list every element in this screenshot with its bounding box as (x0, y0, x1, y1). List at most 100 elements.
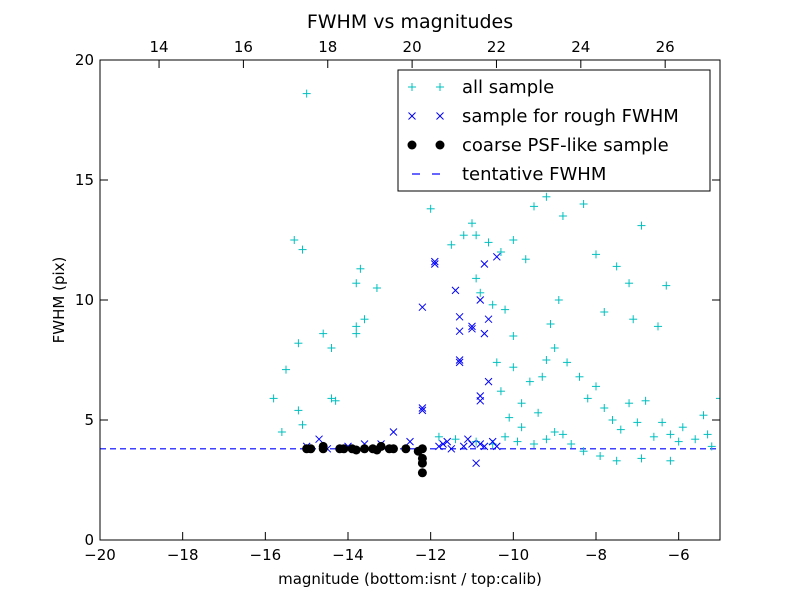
series-1-point-32-b (459, 442, 468, 451)
series-2-point-19 (417, 468, 427, 478)
series-0-point-10 (327, 344, 336, 352)
series-0-point-35 (662, 281, 671, 290)
y-tick-label-2: 10 (75, 291, 94, 309)
series-0-point-12 (331, 396, 340, 405)
series-0-point-43 (501, 305, 510, 314)
series-2-point-16 (417, 444, 427, 454)
series-1-point-19 (468, 322, 476, 331)
legend-label-3: tentative FWHM (462, 164, 606, 185)
series-0-point-57 (608, 416, 617, 424)
series-0-point-74 (542, 356, 551, 364)
series-0-point-17 (356, 264, 365, 273)
series-1-point-22-b (480, 260, 489, 268)
series-0-point-39 (600, 308, 609, 316)
x-tick-label-5: −10 (498, 546, 530, 564)
series-0-point-4 (282, 365, 290, 374)
legend-marker-2-b (435, 140, 445, 150)
series-1-point-35 (472, 459, 480, 468)
series-0-point-8 (298, 420, 307, 429)
series-0-point-44 (509, 332, 518, 340)
series-0-point-2 (298, 245, 307, 254)
series-1-point-32 (459, 442, 468, 451)
series-1-point-33-b (447, 444, 456, 453)
series-0-point-83 (666, 456, 675, 465)
legend-marker-1-a-b (408, 112, 416, 120)
series-1-point-38-b (488, 437, 497, 446)
series-1-point-16 (455, 327, 464, 336)
series-0-point-61 (641, 396, 650, 405)
series-1-point-36-b (443, 437, 452, 446)
series-0-point-76 (534, 408, 543, 417)
top-tick-label-5: 24 (571, 38, 590, 56)
series-0-point-28 (530, 202, 538, 211)
series-1-point-21 (476, 296, 485, 304)
series-1-point-20-b (468, 324, 476, 333)
series-0-point-52 (575, 372, 584, 381)
series-1-point-15 (455, 312, 464, 321)
series-0-point-38 (654, 322, 662, 331)
series-0-point-67 (703, 430, 712, 439)
series-1-point-18 (455, 358, 464, 367)
series-1-point-27-b (484, 377, 493, 386)
series-0-point-51 (517, 423, 526, 432)
series-1-point-7-b (406, 437, 414, 446)
series-0-point-24 (484, 238, 493, 247)
series-0-point-81 (612, 456, 621, 465)
series-0-point-63 (658, 418, 667, 427)
series-0-point-25 (496, 248, 505, 256)
series-0-point-13 (352, 322, 361, 331)
series-0-point-79 (579, 447, 588, 456)
series-0-point-14 (352, 329, 361, 338)
series-0-point-20 (447, 240, 456, 249)
x-tick-label-3: −14 (332, 546, 364, 564)
series-1-point-24 (480, 329, 489, 338)
series-1-point-6-b (389, 428, 398, 436)
series-1-point-30-b (492, 442, 501, 451)
series-1-point-19-b (468, 322, 476, 331)
series-0-point-31 (579, 200, 588, 208)
series-1-point-34 (435, 442, 443, 451)
series-0-point-29 (542, 192, 551, 201)
legend: all sample sample for rough FWHM coarse PS… (397, 69, 711, 192)
series-0-point-48 (505, 413, 514, 422)
plot-content (100, 89, 720, 478)
series-0-point-40 (472, 274, 481, 283)
series-1-point-11 (430, 257, 439, 266)
series-0-point-66 (691, 435, 700, 444)
series-1-point-9 (418, 404, 427, 412)
series-1-point-17 (455, 356, 464, 364)
x-tick-label-0: −20 (84, 546, 116, 564)
series-0-point-19 (426, 204, 435, 213)
series-0-point-5 (294, 406, 303, 415)
series-0-point-69 (699, 411, 708, 420)
series-0-point-90 (513, 437, 522, 446)
series-0-point-70 (674, 437, 683, 446)
y-axis-label: FWHM (pix) (50, 257, 68, 344)
series-2-point-11 (376, 441, 386, 451)
series-1-point-31 (480, 442, 489, 451)
series-1-point-10-b (418, 406, 427, 415)
series-0-point-50 (525, 377, 534, 386)
series-0-point-26 (509, 236, 518, 244)
y-tick-label-3: 15 (75, 171, 94, 189)
series-0-point-68 (716, 394, 720, 403)
x-tick-label-7: −6 (668, 546, 690, 564)
top-tick-label-4: 22 (487, 38, 506, 56)
top-tick-label-1: 16 (234, 38, 253, 56)
legend-marker-0-a (408, 83, 416, 91)
legend-label-1: sample for rough FWHM (462, 106, 679, 127)
series-0-point-77 (550, 428, 559, 436)
series-0-point-47 (496, 387, 505, 396)
series-1-point-12 (430, 260, 439, 268)
series-0-point-21 (459, 231, 468, 240)
series-1-point-34-b (435, 442, 443, 451)
series-0-point-53 (563, 358, 572, 367)
y-tick-label-1: 5 (84, 411, 94, 429)
series-2-point-14 (401, 444, 411, 454)
axes: −20 −18 −16 −14 −12 −10 −8 −6 14 16 18 20 22 24 26 0 5 10… (75, 38, 721, 564)
x-tick-label-4: −12 (415, 546, 447, 564)
series-0-point-1 (290, 236, 299, 244)
series-1-point-29-b (468, 440, 476, 448)
series-0-point-42 (488, 300, 497, 309)
series-2-point-3 (318, 441, 328, 451)
